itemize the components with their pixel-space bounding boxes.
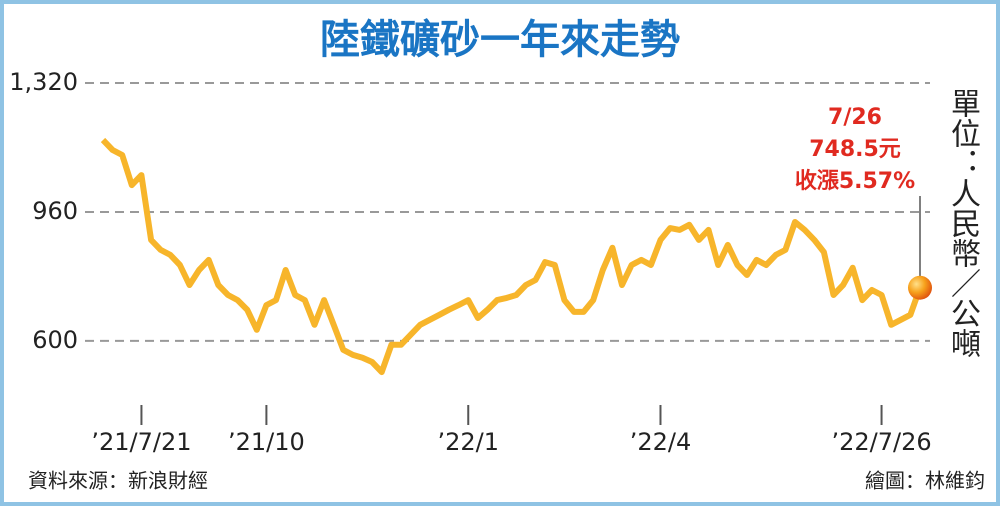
x-tick-label: ’22/7/26 [831, 428, 931, 456]
last-point [908, 275, 932, 300]
x-tick-label: ’22/1 [437, 428, 499, 456]
annotation-price: 748.5元 [809, 137, 901, 162]
chart-title: 陸鐵礦砂一年來走勢 [320, 17, 680, 63]
unit-label: 單位：人民幣／公噸 [945, 88, 980, 358]
y-tick-label: 1,320 [9, 68, 78, 96]
annotation-date: 7/26 [828, 105, 882, 130]
y-tick-label: 960 [32, 197, 78, 225]
x-tick-label: ’22/4 [630, 428, 692, 456]
source: 資料來源：新浪財經 [28, 469, 208, 493]
credit: 繪圖：林維鈞 [865, 469, 985, 493]
price-line [100, 137, 923, 376]
y-tick-label: 600 [32, 326, 78, 354]
x-tick-label: ’21/10 [228, 428, 305, 456]
annotation-change: 收漲5.57% [795, 168, 915, 194]
x-tick-label: ’21/7/21 [91, 428, 191, 456]
